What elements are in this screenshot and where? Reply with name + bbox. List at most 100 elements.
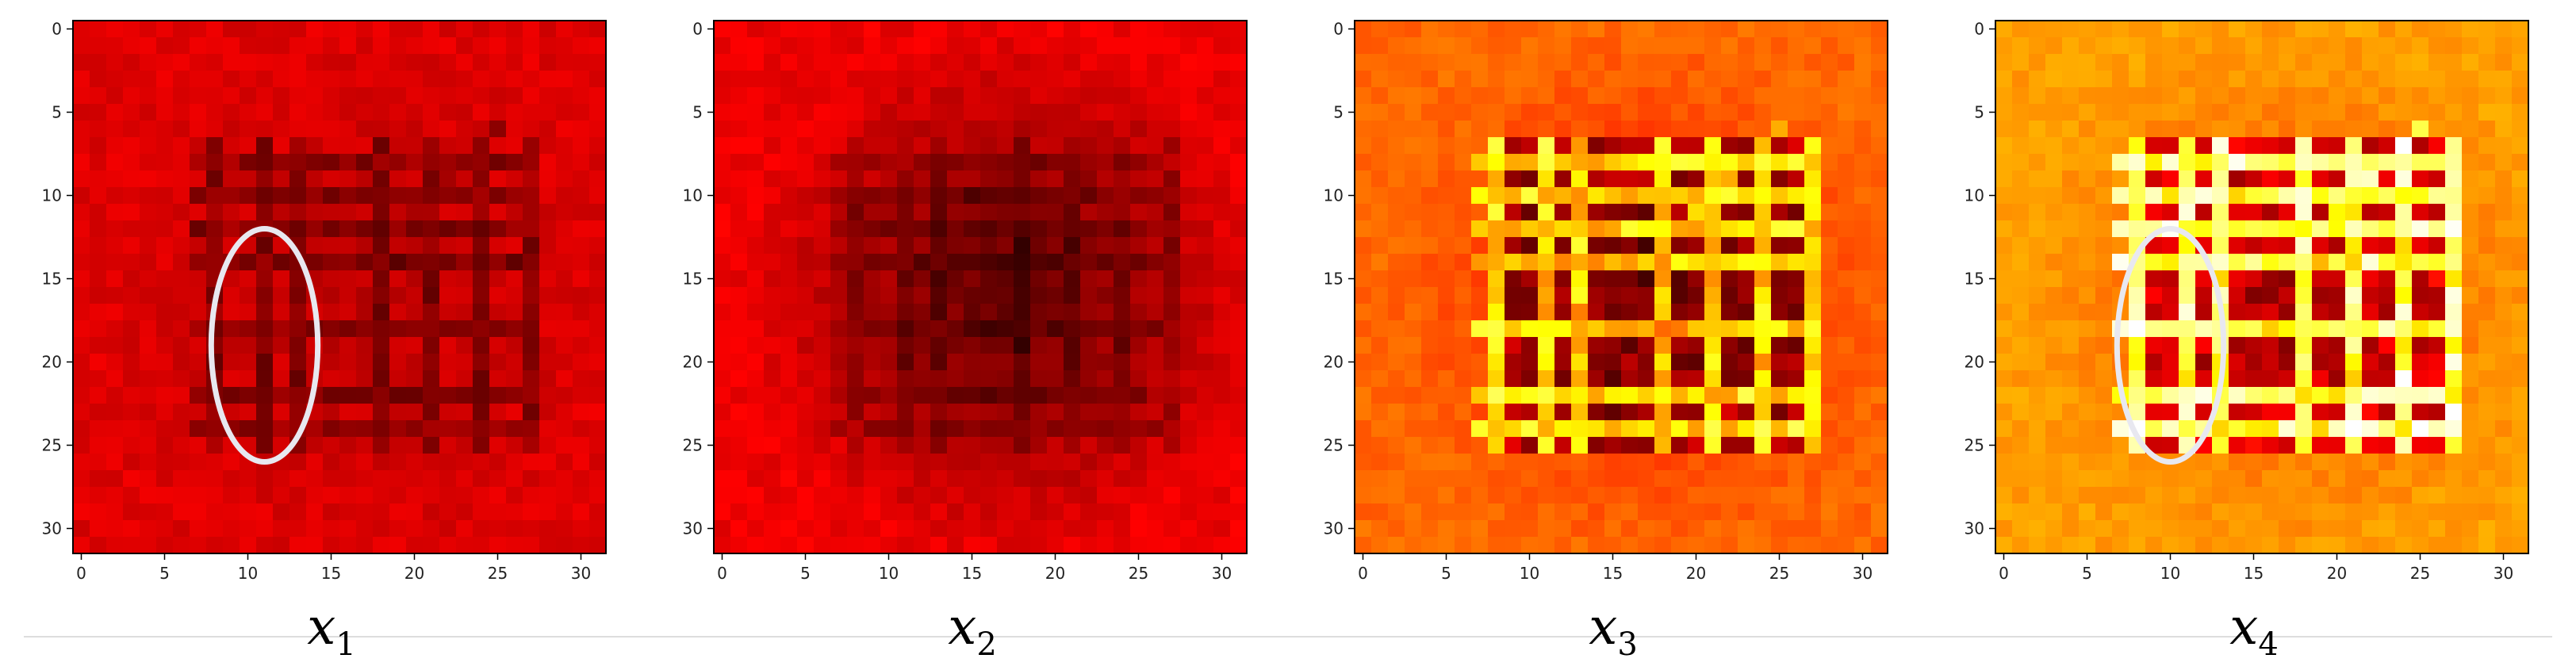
heatmap-cell bbox=[2045, 437, 2063, 454]
heatmap-cell bbox=[423, 437, 440, 454]
heatmap-cell bbox=[1588, 537, 1605, 554]
heatmap-cell bbox=[256, 170, 274, 188]
heatmap-cell bbox=[1213, 487, 1231, 504]
heatmap-cell bbox=[1505, 520, 1522, 538]
heatmap-cell bbox=[123, 170, 140, 188]
heatmap-cell bbox=[880, 287, 898, 304]
heatmap-cell bbox=[1438, 454, 1455, 471]
heatmap-cell bbox=[2428, 254, 2446, 271]
heatmap-cell bbox=[1014, 121, 1031, 138]
heatmap-cell bbox=[1638, 404, 1655, 421]
heatmap-cell bbox=[2445, 187, 2463, 205]
heatmap-cell bbox=[556, 187, 573, 205]
heatmap-cell bbox=[406, 454, 424, 471]
heatmap-cell bbox=[1455, 354, 1472, 371]
heatmap-cell bbox=[1854, 337, 1872, 354]
heatmap-cell bbox=[814, 404, 831, 421]
heatmap-cell bbox=[2029, 370, 2046, 388]
heatmap-cell bbox=[539, 387, 557, 404]
heatmap-cell bbox=[1030, 21, 1048, 38]
heatmap-cell bbox=[489, 204, 507, 221]
heatmap-cell bbox=[2329, 287, 2346, 304]
heatmap-cell bbox=[539, 104, 557, 121]
heatmap-cell bbox=[947, 187, 964, 205]
heatmap-cell bbox=[289, 54, 307, 71]
heatmap-cell bbox=[2462, 454, 2479, 471]
heatmap-cell bbox=[830, 387, 848, 404]
heatmap-cell bbox=[1854, 87, 1872, 105]
heatmap-cell bbox=[1821, 104, 1838, 121]
heatmap-cell bbox=[2079, 437, 2096, 454]
heatmap-cell bbox=[539, 21, 557, 38]
heatmap-cell bbox=[2179, 337, 2196, 354]
heatmap-cell bbox=[1621, 503, 1639, 521]
heatmap-cell bbox=[1505, 420, 1522, 438]
heatmap-cell bbox=[589, 121, 607, 138]
heatmap-cell bbox=[1738, 170, 1755, 188]
heatmap-cell bbox=[964, 404, 981, 421]
heatmap-cell bbox=[1688, 204, 1705, 221]
heatmap-cell bbox=[897, 370, 914, 388]
heatmap-cell bbox=[1871, 470, 1888, 488]
heatmap-cell bbox=[2195, 503, 2213, 521]
heatmap-cell bbox=[2079, 487, 2096, 504]
heatmap-cell bbox=[1505, 370, 1522, 388]
heatmap-cell bbox=[2345, 170, 2363, 188]
heatmap-cell bbox=[1571, 237, 1589, 255]
heatmap-cell bbox=[73, 187, 90, 205]
heatmap-cell bbox=[2445, 137, 2463, 155]
heatmap-cell bbox=[1854, 54, 1872, 71]
heatmap-cell bbox=[2495, 387, 2513, 404]
heatmap-cell bbox=[389, 454, 407, 471]
heatmap-cell bbox=[2478, 270, 2496, 288]
heatmap-cell bbox=[456, 37, 473, 55]
heatmap-cell bbox=[240, 470, 257, 488]
heatmap-cell bbox=[306, 87, 324, 105]
heatmap-cell bbox=[1721, 537, 1738, 554]
heatmap-cell bbox=[947, 470, 964, 488]
heatmap-cell bbox=[797, 187, 815, 205]
heatmap-cell bbox=[306, 237, 324, 255]
heatmap-cell bbox=[897, 187, 914, 205]
heatmap-cell bbox=[2312, 87, 2329, 105]
heatmap-cell bbox=[1130, 420, 1148, 438]
heatmap-cell bbox=[1821, 270, 1838, 288]
heatmap-cell bbox=[1671, 154, 1689, 171]
heatmap-cell bbox=[1804, 370, 1822, 388]
heatmap-cell bbox=[764, 254, 781, 271]
x-tick-label: 20 bbox=[2327, 564, 2347, 583]
heatmap-cell bbox=[2445, 104, 2463, 121]
heatmap-cell bbox=[2345, 37, 2363, 55]
x-tick-label: 0 bbox=[1999, 564, 2009, 583]
heatmap-cell bbox=[2428, 420, 2446, 438]
y-tick-label: 0 bbox=[692, 20, 703, 39]
heatmap-cell bbox=[1080, 420, 1098, 438]
heatmap-cell bbox=[573, 87, 590, 105]
heatmap-cell bbox=[980, 104, 998, 121]
heatmap-cell bbox=[1538, 71, 1555, 88]
heatmap-cell bbox=[190, 54, 207, 71]
heatmap-cell bbox=[2079, 520, 2096, 538]
heatmap-cell bbox=[1114, 37, 1131, 55]
heatmap-cell bbox=[997, 137, 1014, 155]
heatmap-cell bbox=[1654, 37, 1672, 55]
heatmap-cell bbox=[2179, 503, 2196, 521]
heatmap-cell bbox=[2412, 187, 2429, 205]
heatmap-cell bbox=[2245, 387, 2263, 404]
heatmap-cell bbox=[1721, 420, 1738, 438]
heatmap-cell bbox=[2145, 404, 2163, 421]
heatmap-cell bbox=[289, 370, 307, 388]
heatmap-cell bbox=[1405, 104, 1422, 121]
heatmap-cell bbox=[573, 254, 590, 271]
heatmap-cell bbox=[1771, 520, 1788, 538]
heatmap-cell bbox=[2362, 54, 2379, 71]
heatmap-cell bbox=[864, 503, 881, 521]
heatmap-cell bbox=[964, 287, 981, 304]
heatmap-cell bbox=[240, 387, 257, 404]
heatmap-cell bbox=[473, 154, 490, 171]
heatmap-cell bbox=[1638, 21, 1655, 38]
heatmap-cell bbox=[473, 71, 490, 88]
heatmap-cell bbox=[206, 520, 224, 538]
heatmap-cell bbox=[573, 370, 590, 388]
heatmap-cell bbox=[2295, 337, 2313, 354]
